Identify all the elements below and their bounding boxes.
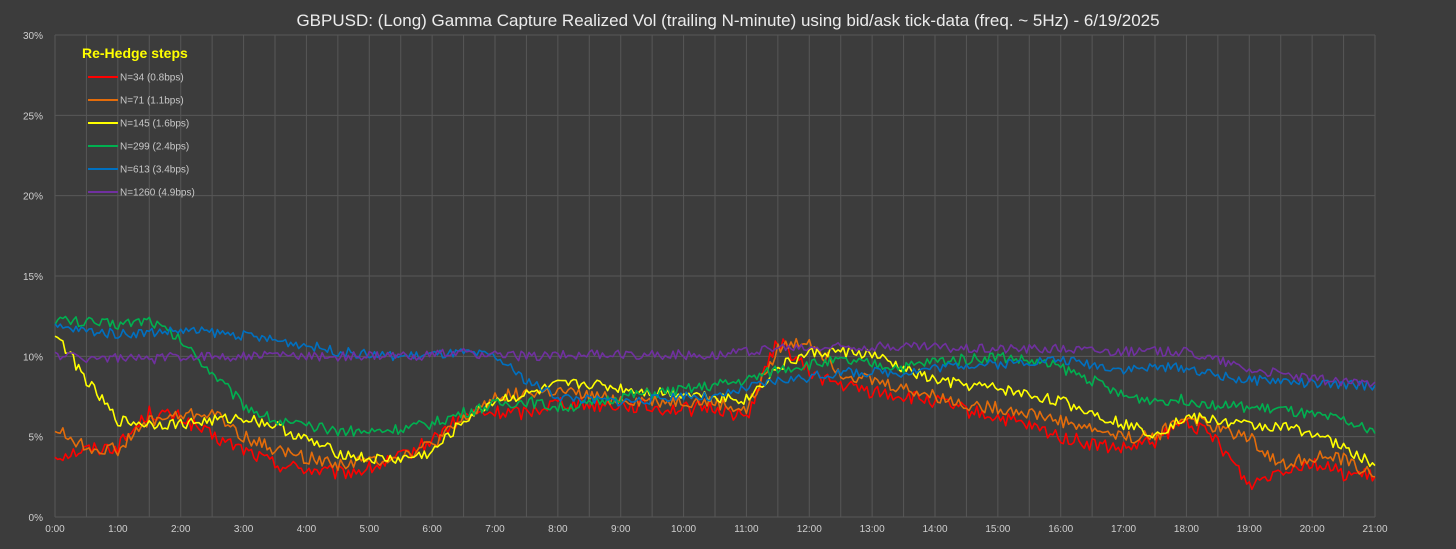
x-tick-label: 12:00 (797, 524, 822, 535)
legend-title: Re-Hedge steps (82, 45, 188, 61)
y-tick-label: 10% (23, 352, 43, 363)
x-tick-label: 10:00 (671, 524, 696, 535)
y-tick-label: 15% (23, 272, 43, 283)
x-tick-label: 15:00 (985, 524, 1010, 535)
y-tick-label: 5% (29, 433, 44, 444)
line-chart: 0% 5% 10% 15% 20% 25% 30% 0:00 1:00 2:00 3:00 4:00 5… (0, 0, 1456, 549)
chart-title: GBPUSD: (Long) Gamma Capture Realized Vo… (296, 11, 1159, 30)
x-tick-label: 14:00 (922, 524, 947, 535)
chart-container: 0% 5% 10% 15% 20% 25% 30% 0:00 1:00 2:00 3:00 4:00 5… (0, 0, 1456, 549)
x-tick-label: 16:00 (1048, 524, 1073, 535)
x-tick-label: 7:00 (485, 524, 505, 535)
x-tick-label: 6:00 (422, 524, 442, 535)
x-tick-label: 13:00 (860, 524, 885, 535)
x-tick-label: 17:00 (1111, 524, 1136, 535)
x-tick-label: 1:00 (108, 524, 128, 535)
legend-label: N=1260 (4.9bps) (120, 188, 195, 199)
x-tick-label: 0:00 (45, 524, 65, 535)
legend-label: N=145 (1.6bps) (120, 119, 189, 130)
x-tick-label: 19:00 (1237, 524, 1262, 535)
x-tick-label: 4:00 (297, 524, 317, 535)
y-tick-label: 20% (23, 192, 43, 203)
x-tick-label: 9:00 (611, 524, 631, 535)
x-tick-label: 20:00 (1300, 524, 1325, 535)
legend-label: N=71 (1.1bps) (120, 96, 184, 107)
legend-label: N=613 (3.4bps) (120, 165, 189, 176)
x-tick-label: 18:00 (1174, 524, 1199, 535)
y-tick-label: 30% (23, 31, 43, 42)
x-tick-label: 5:00 (360, 524, 380, 535)
x-tick-label: 11:00 (734, 524, 759, 535)
y-tick-label: 25% (23, 111, 43, 122)
x-tick-label: 3:00 (234, 524, 254, 535)
legend-label: N=34 (0.8bps) (120, 73, 184, 84)
x-tick-label: 8:00 (548, 524, 568, 535)
x-tick-label: 2:00 (171, 524, 191, 535)
legend-label: N=299 (2.4bps) (120, 142, 189, 153)
y-tick-label: 0% (29, 513, 44, 524)
x-tick-label: 21:00 (1362, 524, 1387, 535)
